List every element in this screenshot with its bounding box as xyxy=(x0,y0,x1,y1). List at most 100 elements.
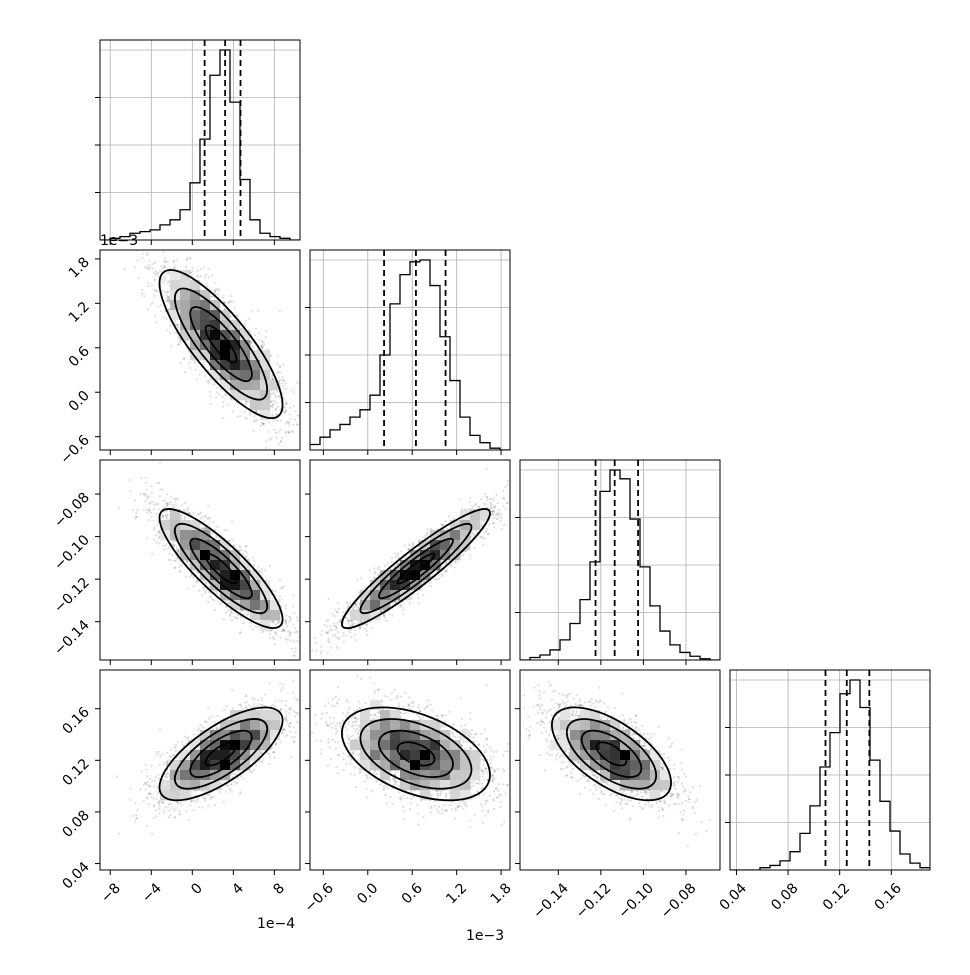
sample-point xyxy=(176,548,178,550)
sample-point xyxy=(206,283,208,285)
density-cell xyxy=(180,300,190,310)
sample-point xyxy=(172,504,174,506)
sample-point xyxy=(155,231,157,233)
sample-point xyxy=(167,299,169,301)
density-cell xyxy=(260,400,270,410)
sample-point xyxy=(188,343,190,345)
sample-point xyxy=(271,414,273,416)
sample-point xyxy=(156,247,158,249)
sample-point xyxy=(278,377,280,379)
sample-point xyxy=(165,318,167,320)
sample-point xyxy=(279,396,281,398)
sample-point xyxy=(167,281,169,283)
sample-point xyxy=(312,633,314,635)
sample-point xyxy=(146,489,148,491)
sample-point xyxy=(281,437,283,439)
sample-point xyxy=(284,431,286,433)
sample-point xyxy=(166,291,168,293)
sample-point xyxy=(282,364,284,366)
sample-point xyxy=(200,268,202,270)
sample-point xyxy=(283,380,285,382)
sample-point xyxy=(158,542,160,544)
sample-point xyxy=(201,594,203,596)
sample-point xyxy=(165,294,167,296)
sample-point xyxy=(143,295,145,297)
sample-point xyxy=(227,609,229,611)
sample-point xyxy=(285,388,287,390)
sample-point xyxy=(280,440,282,442)
sample-point xyxy=(185,576,187,578)
sample-point xyxy=(176,259,178,261)
sample-point xyxy=(188,258,190,260)
sample-point xyxy=(294,655,296,657)
sample-point xyxy=(199,374,201,376)
sample-point xyxy=(277,355,279,357)
sample-point xyxy=(260,346,262,348)
sample-point xyxy=(295,648,297,650)
y-tick-label: 0.6 xyxy=(66,343,93,370)
sample-point xyxy=(149,260,151,262)
sample-point xyxy=(155,270,157,272)
sample-point xyxy=(300,421,302,423)
sample-point xyxy=(253,415,255,417)
sample-point xyxy=(255,419,257,421)
sample-point xyxy=(149,303,151,305)
sample-point xyxy=(161,514,163,516)
sample-point xyxy=(160,304,162,306)
sample-point xyxy=(166,518,168,520)
sample-point xyxy=(142,253,144,255)
sample-point xyxy=(289,407,291,409)
sample-point xyxy=(159,270,161,272)
sample-point xyxy=(232,301,234,303)
sample-point xyxy=(280,419,282,421)
sample-point xyxy=(153,288,155,290)
sample-point xyxy=(156,482,158,484)
sample-point xyxy=(249,412,251,414)
sample-point xyxy=(263,343,265,345)
sample-point xyxy=(155,234,157,236)
sample-point xyxy=(147,285,149,287)
hist-grid xyxy=(310,250,510,450)
sample-point xyxy=(275,408,277,410)
sample-point xyxy=(282,385,284,387)
sample-point xyxy=(141,292,143,294)
sample-point xyxy=(134,266,136,268)
sample-point xyxy=(191,267,193,269)
sample-point xyxy=(304,419,306,421)
sample-point xyxy=(246,418,248,420)
sample-point xyxy=(304,650,306,652)
sample-point xyxy=(242,553,244,555)
sample-point xyxy=(275,623,277,625)
sample-point xyxy=(159,488,161,490)
sample-point xyxy=(276,437,278,439)
sample-point xyxy=(214,289,216,291)
sample-point xyxy=(146,266,148,268)
sample-point xyxy=(136,509,138,511)
sample-point xyxy=(297,619,299,621)
sample-point xyxy=(150,516,152,518)
sample-point xyxy=(207,505,209,507)
sample-point xyxy=(271,400,273,402)
sample-point xyxy=(304,427,306,429)
sample-point xyxy=(245,320,247,322)
density-cell xyxy=(250,400,260,410)
sample-point xyxy=(285,615,287,617)
sample-point xyxy=(210,395,212,397)
sample-point xyxy=(180,514,182,516)
sample-point xyxy=(303,450,305,452)
sample-point xyxy=(200,275,202,277)
sample-point xyxy=(289,418,291,420)
sample-point xyxy=(153,539,155,541)
sample-point xyxy=(162,267,164,269)
sample-point xyxy=(270,405,272,407)
sample-point xyxy=(205,274,207,276)
sample-point xyxy=(161,278,163,280)
sample-point xyxy=(279,310,281,312)
sample-point xyxy=(290,619,292,621)
sample-point xyxy=(175,323,177,325)
sample-point xyxy=(148,519,150,521)
sample-point xyxy=(279,366,281,368)
sample-point xyxy=(258,339,260,341)
density-cell xyxy=(240,370,250,380)
